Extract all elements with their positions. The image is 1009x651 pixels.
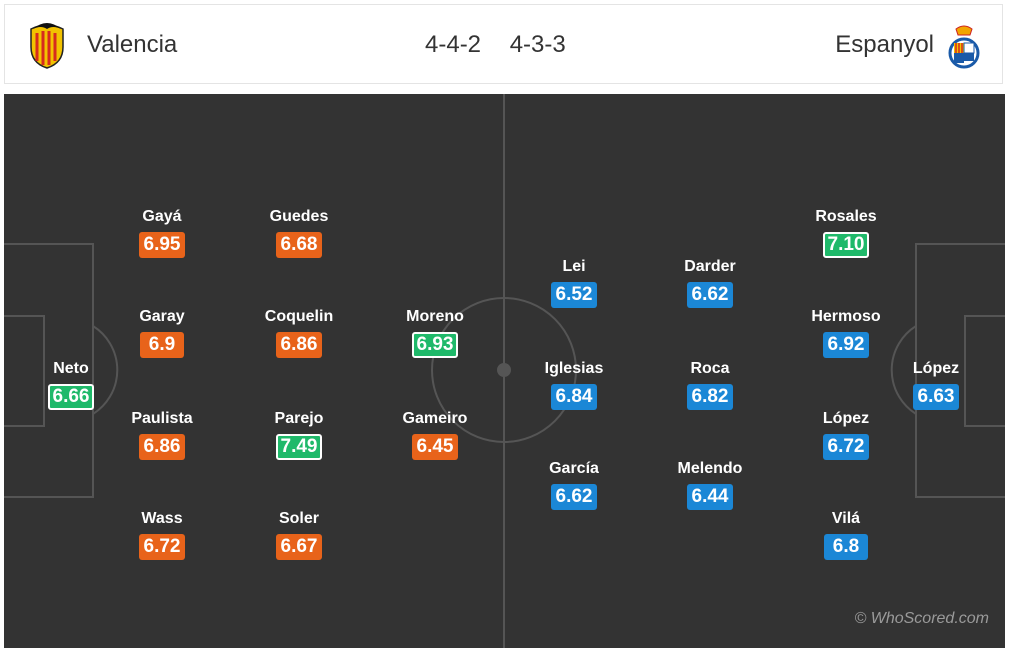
home-team-name[interactable]: Valencia <box>87 31 178 58</box>
away-player[interactable]: Rosales 7.10 <box>796 208 896 258</box>
player-name[interactable]: García <box>549 460 599 477</box>
player-name[interactable]: Iglesias <box>544 360 604 377</box>
away-player[interactable]: Vilá 6.8 <box>796 510 896 560</box>
player-rating: 6.44 <box>686 484 734 510</box>
player-rating: 6.62 <box>550 484 598 510</box>
player-name[interactable]: Parejo <box>274 410 324 427</box>
home-player[interactable]: Garay 6.9 <box>112 308 212 358</box>
home-player[interactable]: Gayá 6.95 <box>112 208 212 258</box>
player-name[interactable]: Soler <box>278 510 319 527</box>
away-player[interactable]: Iglesias 6.84 <box>524 360 624 410</box>
player-name[interactable]: Vilá <box>831 510 861 527</box>
player-name[interactable]: Hermoso <box>811 308 881 325</box>
player-rating: 6.8 <box>824 534 868 560</box>
home-player[interactable]: Soler 6.67 <box>249 510 349 560</box>
pitch: Neto 6.66 Gayá 6.95 Garay 6.9 Paulista 6.86 Wass… <box>4 94 1005 648</box>
away-team-name[interactable]: Espanyol <box>835 31 934 58</box>
home-formation: 4-4-2 <box>425 31 482 58</box>
player-rating: 7.10 <box>822 232 870 258</box>
player-rating: 6.86 <box>275 332 323 358</box>
player-name[interactable]: Guedes <box>269 208 329 225</box>
away-player[interactable]: Darder 6.62 <box>660 258 760 308</box>
whoscored-watermark: © WhoScored.com <box>854 610 990 627</box>
player-name[interactable]: Darder <box>684 258 736 275</box>
home-player[interactable]: Parejo 7.49 <box>249 410 349 460</box>
away-player[interactable]: García 6.62 <box>524 460 624 510</box>
player-rating: 6.63 <box>912 384 960 410</box>
away-formation: 4-3-3 <box>509 31 566 58</box>
home-player[interactable]: Coquelin 6.86 <box>249 308 349 358</box>
player-rating: 6.68 <box>275 232 323 258</box>
home-player[interactable]: Neto 6.66 <box>21 360 121 410</box>
player-name[interactable]: Neto <box>53 360 89 377</box>
player-name[interactable]: López <box>912 360 960 377</box>
player-name[interactable]: Paulista <box>131 410 193 427</box>
away-player[interactable]: Lei 6.52 <box>524 258 624 308</box>
player-rating: 6.72 <box>138 534 186 560</box>
player-rating: 6.52 <box>550 282 598 308</box>
player-rating: 6.62 <box>686 282 734 308</box>
player-rating: 7.49 <box>275 434 323 460</box>
player-name[interactable]: Gameiro <box>402 410 468 427</box>
player-name[interactable]: Coquelin <box>264 308 334 325</box>
player-rating: 6.66 <box>47 384 95 410</box>
away-player[interactable]: Roca 6.82 <box>660 360 760 410</box>
player-rating: 6.72 <box>822 434 870 460</box>
espanyol-crest-icon[interactable] <box>946 23 982 74</box>
home-player[interactable]: Guedes 6.68 <box>249 208 349 258</box>
player-name[interactable]: López <box>822 410 870 427</box>
player-rating: 6.9 <box>140 332 184 358</box>
formations: 4-4-2 4-3-3 <box>425 31 588 59</box>
player-name[interactable]: Roca <box>690 360 730 377</box>
home-player[interactable]: Wass 6.72 <box>112 510 212 560</box>
player-rating: 6.45 <box>411 434 459 460</box>
player-name[interactable]: Lei <box>562 258 586 275</box>
player-rating: 6.95 <box>138 232 186 258</box>
home-player[interactable]: Paulista 6.86 <box>112 410 212 460</box>
player-rating: 6.92 <box>822 332 870 358</box>
player-rating: 6.82 <box>686 384 734 410</box>
player-name[interactable]: Melendo <box>677 460 743 477</box>
home-player[interactable]: Moreno 6.93 <box>385 308 485 358</box>
player-name[interactable]: Gayá <box>142 208 182 225</box>
valencia-crest-icon[interactable] <box>27 23 67 74</box>
pitch-lines <box>4 94 1005 648</box>
away-player[interactable]: Melendo 6.44 <box>660 460 760 510</box>
player-name[interactable]: Rosales <box>815 208 877 225</box>
away-player[interactable]: Hermoso 6.92 <box>796 308 896 358</box>
match-header: Valencia 4-4-2 4-3-3 Espanyol <box>4 4 1003 84</box>
player-name[interactable]: Garay <box>139 308 185 325</box>
player-name[interactable]: Wass <box>141 510 183 527</box>
away-player[interactable]: López 6.72 <box>796 410 896 460</box>
player-rating: 6.86 <box>138 434 186 460</box>
home-player[interactable]: Gameiro 6.45 <box>385 410 485 460</box>
away-player[interactable]: López 6.63 <box>886 360 986 410</box>
player-rating: 6.93 <box>411 332 459 358</box>
player-name[interactable]: Moreno <box>406 308 464 325</box>
player-rating: 6.67 <box>275 534 323 560</box>
player-rating: 6.84 <box>550 384 598 410</box>
